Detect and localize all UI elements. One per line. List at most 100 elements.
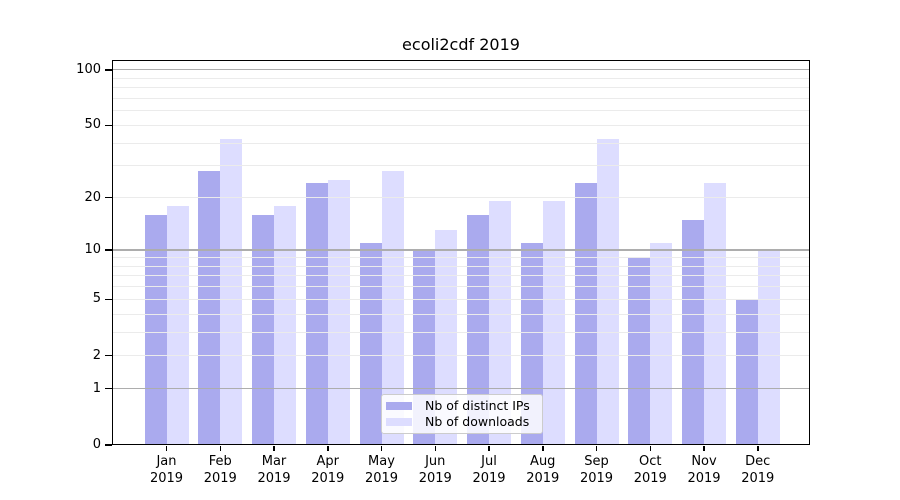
y-tick-2 [105, 354, 112, 357]
x-tick-year: 2019 [526, 470, 560, 486]
x-tick-jul [488, 445, 490, 451]
y-tick-50 [105, 124, 112, 127]
x-tick-label-mar: Mar 2019 [244, 454, 304, 487]
x-tick-label-sep: Sep 2019 [567, 454, 627, 487]
y-tick-10 [105, 249, 112, 251]
gridline-y-90 [113, 77, 809, 79]
y-tick-label-0: 0 [92, 437, 101, 452]
bar-downloads-aug [542, 201, 565, 445]
x-tick-month: Jan [156, 454, 177, 469]
chart-title: ecoli2cdf 2019 [402, 35, 520, 54]
bar-downloads-feb [220, 139, 243, 445]
x-tick-aug [542, 445, 544, 451]
y-tick-label-2: 2 [92, 347, 101, 363]
gridline-y-6 [113, 286, 809, 288]
bar-downloads-apr [327, 180, 350, 445]
x-tick-month: Mar [261, 454, 287, 469]
bar-downloads-may [381, 171, 404, 445]
x-tick-jan [165, 445, 168, 451]
y-tick-label-100: 100 [76, 61, 101, 77]
x-tick-apr [327, 445, 329, 451]
bar-downloads-jun [435, 230, 458, 445]
x-tick-year: 2019 [687, 470, 721, 486]
y-tick-label-5: 5 [92, 291, 101, 307]
x-tick-year: 2019 [741, 470, 775, 486]
x-tick-month: Jun [425, 454, 446, 469]
gridline-y-40 [113, 142, 809, 144]
bar-ips-dec [735, 299, 758, 445]
x-tick-year: 2019 [257, 470, 291, 486]
bar-ips-oct [628, 257, 651, 445]
bar-ips-jul [467, 214, 489, 445]
gridline-y-70 [113, 97, 809, 99]
x-tick-year: 2019 [418, 470, 452, 486]
x-tick-sep [595, 445, 598, 451]
gridline-y-7 [113, 275, 809, 277]
bar-ips-may [359, 243, 382, 445]
legend-item-ips: Nb of distinct IPs [386, 399, 536, 413]
gridline-y-8 [113, 265, 809, 267]
gridline-y-3 [113, 331, 809, 333]
bar-downloads-jan [166, 205, 189, 445]
gridline-y-80 [113, 87, 809, 89]
bar-downloads-oct [650, 243, 673, 445]
bar-ips-feb [198, 171, 221, 445]
gridline-major-y-100 [113, 69, 809, 71]
y-tick-100 [105, 69, 112, 71]
x-tick-label-jul: Jul 2019 [459, 454, 519, 487]
x-tick-month: Dec [745, 454, 771, 469]
bar-downloads-jul [489, 201, 511, 445]
x-tick-feb [219, 445, 221, 451]
x-tick-mar [273, 445, 275, 451]
x-tick-month: Apr [316, 454, 340, 469]
y-tick-20 [105, 196, 112, 199]
y-tick-label-50: 50 [84, 117, 101, 133]
y-tick-5 [105, 298, 112, 301]
gridline-y-5 [113, 298, 809, 300]
x-tick-month: Oct [639, 454, 662, 469]
legend-label-ips: Nb of distinct IPs [425, 398, 530, 413]
legend: Nb of distinct IPs Nb of downloads [381, 394, 543, 434]
x-tick-month: May [368, 454, 395, 469]
gridline-y-4 [113, 313, 809, 315]
gridline-y-9 [113, 257, 809, 259]
gridline-major-y-1 [113, 388, 809, 390]
x-tick-label-jan: Jan 2019 [137, 454, 197, 487]
legend-label-downloads: Nb of downloads [425, 414, 530, 429]
x-tick-label-feb: Feb 2019 [190, 454, 250, 487]
y-tick-0 [105, 444, 112, 446]
x-tick-label-aug: Aug 2019 [513, 454, 573, 487]
x-tick-label-may: May 2019 [352, 454, 412, 487]
x-tick-year: 2019 [149, 470, 184, 486]
bar-downloads-mar [274, 205, 296, 445]
y-tick-1 [105, 387, 112, 390]
x-tick-month: Jul [481, 454, 497, 469]
x-tick-dec [757, 445, 759, 451]
x-tick-year: 2019 [364, 470, 399, 486]
y-tick-label-20: 20 [84, 189, 101, 205]
x-tick-month: Sep [584, 454, 609, 469]
gridline-y-60 [113, 110, 809, 112]
x-tick-label-nov: Nov 2019 [674, 454, 734, 487]
y-tick-label-10: 10 [84, 242, 101, 258]
gridline-y-30 [113, 165, 809, 167]
gridline-y-50 [113, 124, 809, 126]
x-tick-year: 2019 [311, 470, 345, 486]
x-tick-label-oct: Oct 2019 [620, 454, 680, 487]
x-tick-label-dec: Dec 2019 [728, 454, 788, 487]
x-tick-may [380, 445, 383, 451]
gridline-y-2 [113, 355, 809, 357]
x-tick-year: 2019 [203, 470, 237, 486]
bar-ips-mar [252, 214, 274, 445]
gridline-major-y-10 [113, 249, 809, 251]
x-tick-jun [434, 445, 436, 451]
bar-downloads-sep [596, 139, 619, 445]
x-tick-month: Feb [208, 454, 232, 469]
x-tick-label-apr: Apr 2019 [298, 454, 358, 487]
y-tick-label-1: 1 [92, 380, 101, 396]
legend-swatch-downloads [386, 418, 412, 426]
legend-swatch-ips [386, 402, 412, 410]
